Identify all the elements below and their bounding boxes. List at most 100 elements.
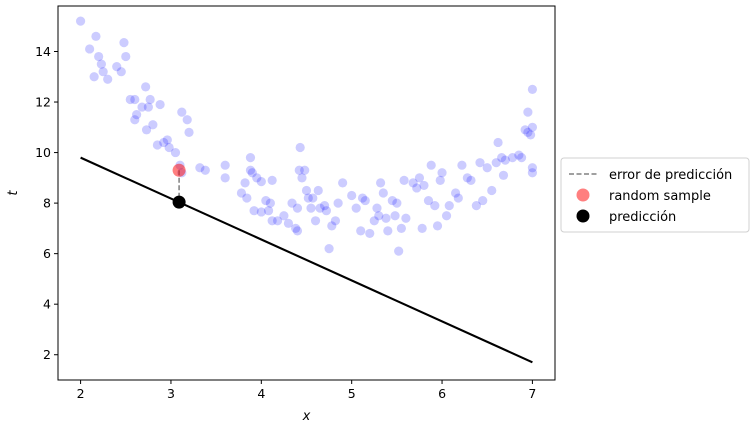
data-point xyxy=(263,206,274,216)
data-points-layer xyxy=(75,16,538,256)
data-point xyxy=(390,211,400,221)
data-point xyxy=(491,158,501,168)
data-point xyxy=(220,160,230,170)
data-point xyxy=(272,216,283,226)
data-point xyxy=(453,193,463,203)
data-point xyxy=(412,183,422,193)
data-point xyxy=(365,228,375,239)
data-point xyxy=(527,84,538,94)
data-point xyxy=(119,38,129,48)
x-tick-label: 3 xyxy=(167,386,175,401)
data-point xyxy=(444,201,454,211)
data-point xyxy=(177,107,187,117)
data-point xyxy=(283,218,294,228)
data-point xyxy=(240,178,250,188)
data-point xyxy=(399,175,409,185)
data-point xyxy=(319,201,330,211)
data-point xyxy=(526,130,536,140)
random-sample-point xyxy=(172,163,186,177)
data-point xyxy=(324,243,334,254)
data-point xyxy=(141,125,152,135)
data-point xyxy=(396,223,406,233)
data-point xyxy=(308,193,318,203)
data-point xyxy=(256,207,266,217)
data-point xyxy=(375,178,386,188)
data-point xyxy=(419,180,429,191)
data-point xyxy=(98,67,108,77)
data-point xyxy=(462,173,472,183)
y-tick-label: 4 xyxy=(43,297,51,312)
x-axis-label: x xyxy=(302,409,311,424)
x-axis-ticks: 2 3 4 5 6 7 xyxy=(77,380,536,401)
data-point xyxy=(125,94,135,105)
data-point xyxy=(437,168,447,178)
y-tick-label: 6 xyxy=(43,246,51,261)
axes-background xyxy=(58,6,555,380)
data-point xyxy=(145,94,155,105)
data-point xyxy=(143,102,153,112)
data-point xyxy=(310,216,321,226)
data-point xyxy=(256,177,266,187)
x-tick-label: 2 xyxy=(77,386,85,401)
data-point xyxy=(91,31,101,41)
x-tick-label: 6 xyxy=(438,386,446,401)
data-point xyxy=(347,190,357,201)
data-point xyxy=(247,168,257,178)
data-point xyxy=(291,223,301,233)
data-point xyxy=(478,195,488,206)
data-point xyxy=(287,198,297,208)
data-point xyxy=(338,178,348,188)
prediction-point xyxy=(172,195,186,209)
data-point xyxy=(381,213,391,223)
data-point xyxy=(493,137,503,148)
y-axis-ticks: 2 4 6 8 10 12 14 xyxy=(35,44,58,362)
data-point xyxy=(330,216,341,226)
data-point xyxy=(507,153,518,163)
x-tick-label: 7 xyxy=(528,386,536,401)
data-point xyxy=(89,72,99,82)
data-point xyxy=(155,99,165,110)
y-tick-label: 10 xyxy=(35,145,51,160)
data-point xyxy=(242,193,252,203)
data-point xyxy=(195,163,205,173)
data-point xyxy=(152,140,162,150)
data-point xyxy=(245,153,256,163)
data-point xyxy=(523,107,533,117)
data-point xyxy=(432,221,443,231)
data-point xyxy=(351,203,361,213)
y-tick-label: 8 xyxy=(43,196,51,211)
data-point xyxy=(292,226,303,236)
data-point xyxy=(184,127,194,137)
data-point xyxy=(300,165,310,175)
data-point xyxy=(295,142,305,153)
data-point xyxy=(520,125,530,135)
data-point xyxy=(498,170,509,180)
data-point xyxy=(130,94,140,105)
legend-random-sample-swatch xyxy=(576,188,590,202)
data-point xyxy=(249,206,259,216)
data-point xyxy=(75,16,86,26)
data-point xyxy=(417,223,427,233)
data-point xyxy=(297,173,307,183)
data-point xyxy=(301,185,312,196)
data-point xyxy=(475,158,485,168)
axes-frame xyxy=(57,5,556,381)
data-point xyxy=(294,165,304,175)
data-point xyxy=(360,195,370,206)
data-point xyxy=(387,195,397,206)
data-point xyxy=(162,135,172,145)
data-point xyxy=(435,175,445,185)
data-point xyxy=(327,221,337,231)
x-tick-label: 5 xyxy=(348,386,356,401)
data-point xyxy=(457,160,467,170)
data-point xyxy=(267,175,277,185)
data-point xyxy=(261,195,271,206)
data-point xyxy=(236,188,247,198)
data-point xyxy=(401,213,411,223)
data-point xyxy=(378,188,388,198)
data-point xyxy=(514,150,524,160)
data-point xyxy=(394,246,404,256)
data-point xyxy=(500,155,510,165)
data-point xyxy=(96,59,106,69)
